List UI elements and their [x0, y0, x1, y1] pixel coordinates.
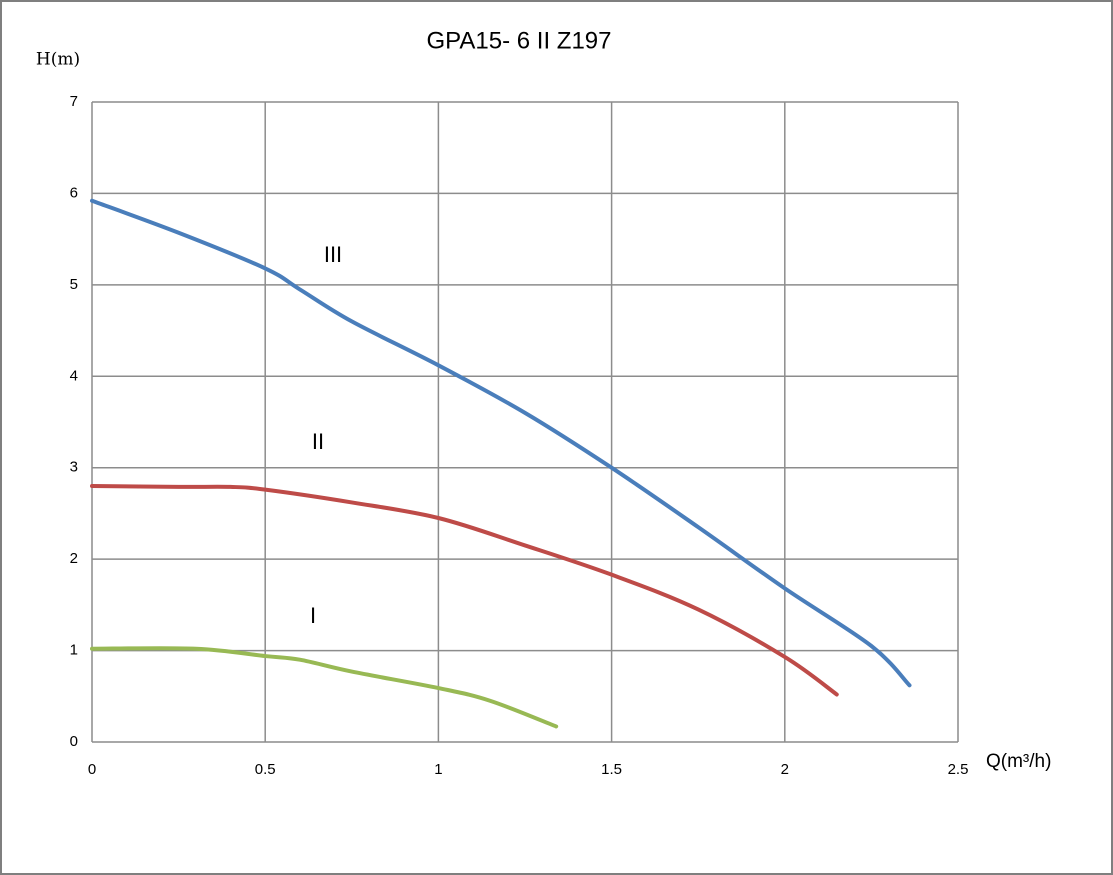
- x-tick-label: 2.5: [948, 761, 969, 778]
- y-tick-label: 1: [70, 642, 78, 659]
- y-tick-label: 6: [70, 184, 78, 201]
- y-tick-label: 4: [70, 367, 78, 384]
- curve-label: II: [312, 429, 324, 454]
- chart-title: GPA15- 6 II Z197: [427, 27, 612, 54]
- y-tick-label: 3: [70, 459, 78, 476]
- curve: [90, 646, 559, 729]
- x-tick-label: 0.5: [255, 761, 276, 778]
- x-tick-label: 1: [434, 761, 442, 778]
- curve-label: III: [324, 242, 342, 267]
- x-tick-label: 1.5: [601, 761, 622, 778]
- curve: [90, 198, 912, 688]
- curve-label: I: [310, 603, 316, 628]
- x-tick-label: 0: [88, 761, 96, 778]
- y-tick-label: 2: [70, 550, 78, 567]
- y-axis-label: H(m): [36, 50, 80, 70]
- y-tick-label: 5: [70, 276, 78, 293]
- y-tick-label: 7: [70, 93, 78, 110]
- x-tick-label: 2: [781, 761, 789, 778]
- curve: [90, 484, 839, 697]
- x-axis-label: Q(m³/h): [986, 751, 1051, 772]
- y-tick-label: 0: [70, 733, 78, 750]
